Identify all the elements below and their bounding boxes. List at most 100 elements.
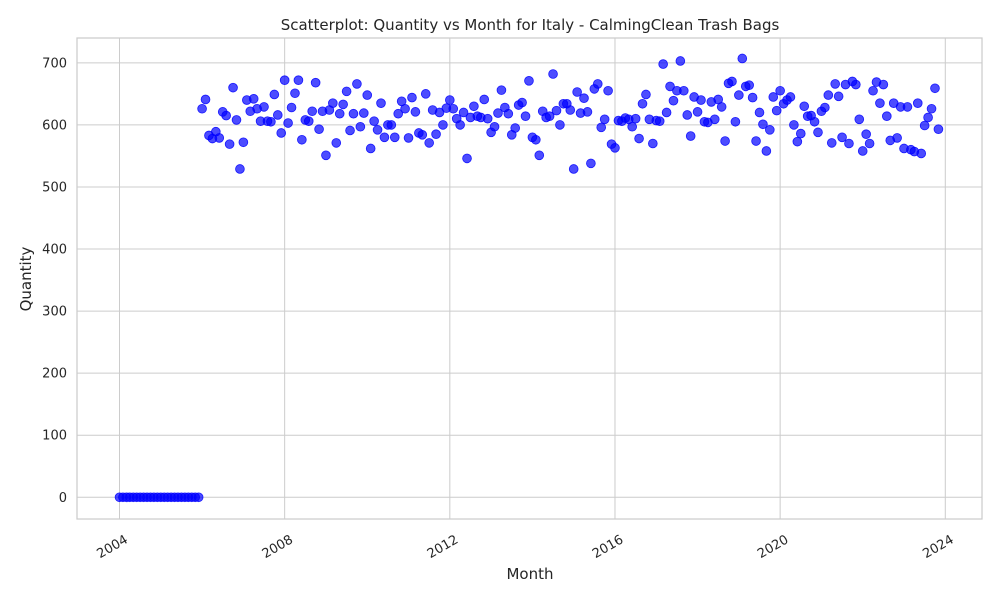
data-point <box>892 133 902 143</box>
data-point <box>737 53 748 64</box>
data-point <box>197 103 207 114</box>
data-point <box>290 88 300 99</box>
data-point <box>654 116 665 126</box>
data-point <box>678 85 689 96</box>
data-point <box>586 158 596 169</box>
data-point <box>297 134 307 145</box>
data-point <box>868 85 878 96</box>
data-point <box>751 136 761 146</box>
y-tick-label: 0 <box>59 491 67 506</box>
data-point <box>809 116 820 127</box>
data-point <box>734 90 744 100</box>
data-point <box>665 81 675 92</box>
plot-frame <box>76 37 983 520</box>
data-point <box>489 121 500 132</box>
x-tick-label: 2024 <box>920 532 956 562</box>
data-point <box>813 127 823 138</box>
data-point <box>875 98 885 108</box>
data-point <box>221 110 231 121</box>
data-point <box>493 108 503 118</box>
data-point <box>224 139 235 149</box>
data-point <box>424 138 434 148</box>
data-point <box>720 136 730 146</box>
data-point <box>747 92 758 103</box>
data-point <box>826 138 837 148</box>
data-point <box>520 111 531 121</box>
data-point <box>692 107 703 117</box>
data-point <box>248 94 259 104</box>
data-point <box>789 120 799 130</box>
data-point <box>524 76 534 86</box>
data-point <box>328 98 338 108</box>
data-point <box>551 105 562 116</box>
data-point <box>761 146 772 156</box>
data-point <box>314 124 324 135</box>
x-tick-label: 2004 <box>95 532 131 562</box>
data-point <box>434 107 445 118</box>
data-point <box>579 93 589 103</box>
y-tick-label: 700 <box>42 56 67 71</box>
y-tick-label: 400 <box>42 243 67 258</box>
data-point <box>510 123 521 133</box>
data-point <box>844 138 854 149</box>
data-point <box>372 125 383 135</box>
data-point <box>266 116 276 127</box>
data-point <box>851 79 861 90</box>
data-point <box>930 83 940 94</box>
data-point <box>496 85 507 95</box>
data-point <box>675 56 686 66</box>
data-point <box>658 59 668 69</box>
data-point <box>334 108 345 119</box>
data-point <box>286 102 297 113</box>
data-point <box>861 129 871 140</box>
data-point <box>730 116 741 127</box>
y-tick-label: 600 <box>42 118 67 133</box>
data-point <box>823 90 834 100</box>
x-tick-labels: 2004 2008 2012 2016 2020 2024 <box>95 532 957 562</box>
data-point <box>754 107 765 118</box>
data-point <box>792 136 803 147</box>
data-point <box>303 116 314 126</box>
data-point <box>912 98 923 108</box>
data-point <box>386 120 397 130</box>
data-point <box>933 124 944 135</box>
data-point <box>321 150 331 161</box>
data-point <box>259 102 269 112</box>
data-point <box>795 128 806 139</box>
data-point <box>417 130 428 140</box>
data-point <box>531 134 541 145</box>
x-tick-label: 2012 <box>425 532 461 562</box>
data-point <box>596 122 607 133</box>
data-point <box>445 95 455 105</box>
data-point <box>599 114 610 125</box>
data-point <box>307 106 317 117</box>
data-point <box>926 103 937 114</box>
data-point <box>376 98 386 108</box>
data-point <box>355 121 366 132</box>
data-point <box>696 95 706 105</box>
data-point <box>634 133 644 144</box>
data-point <box>400 103 410 114</box>
data-point <box>214 133 225 143</box>
data-point <box>407 92 417 103</box>
y-tick-label: 100 <box>42 429 67 444</box>
data-point <box>685 131 696 141</box>
data-point <box>534 150 545 161</box>
data-point <box>469 101 479 112</box>
data-point <box>438 120 448 130</box>
data-point <box>744 80 754 90</box>
data-point <box>517 97 527 108</box>
data-point <box>727 76 737 87</box>
x-tick-label: 2016 <box>590 532 626 562</box>
data-point <box>771 105 782 116</box>
data-point <box>565 105 576 115</box>
data-point <box>544 111 555 121</box>
data-point <box>293 75 304 85</box>
y-tick-label: 200 <box>42 367 67 382</box>
data-point <box>582 107 593 117</box>
data-point <box>820 102 830 113</box>
data-point <box>568 164 579 174</box>
chart-title: Scatterplot: Quantity vs Month for Italy… <box>281 16 780 34</box>
data-point <box>785 92 796 102</box>
